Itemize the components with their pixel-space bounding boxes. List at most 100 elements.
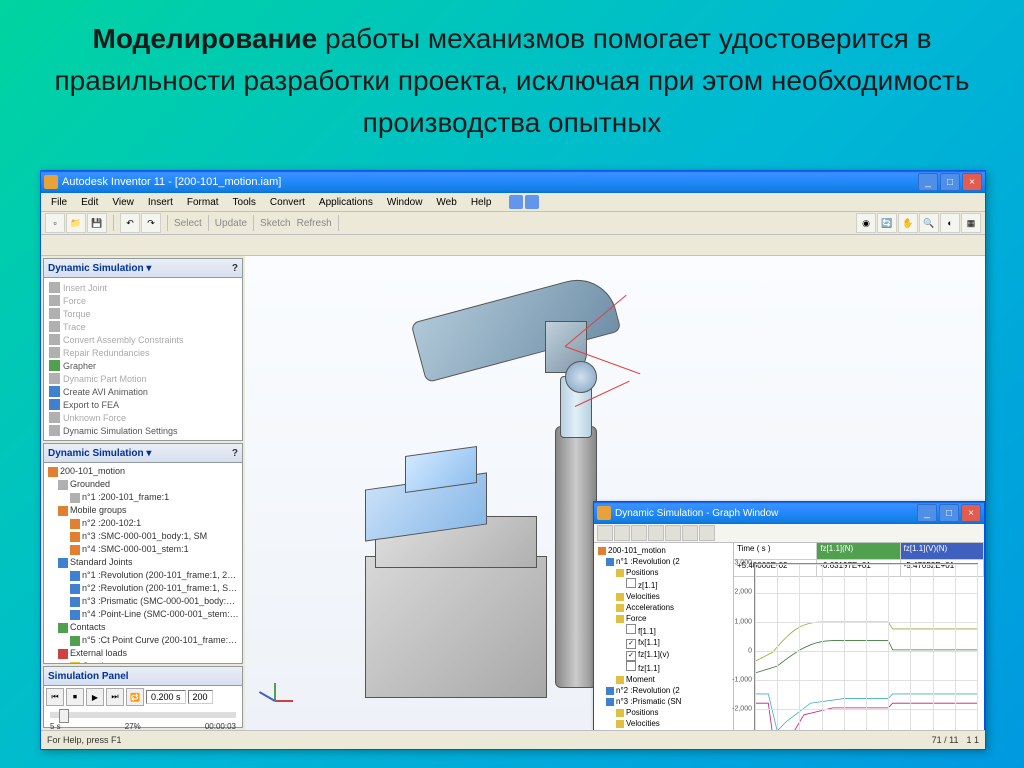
select-label: Select bbox=[174, 218, 202, 229]
status-right: 1 1 bbox=[966, 735, 979, 745]
web-icon[interactable] bbox=[525, 195, 539, 209]
zoom-btn[interactable]: 🔍 bbox=[919, 213, 939, 233]
close-button[interactable]: × bbox=[962, 173, 982, 191]
menu-window[interactable]: Window bbox=[381, 196, 429, 209]
pan-btn[interactable]: ✋ bbox=[898, 213, 918, 233]
sim-end-button[interactable]: ⏭ bbox=[106, 688, 124, 706]
new-button[interactable]: ▫ bbox=[45, 213, 65, 233]
tree-node[interactable]: n°2 :Revolution (200-101_frame:1, SMC-0 bbox=[46, 582, 240, 595]
graph-tree-node[interactable]: fz[1.1] bbox=[596, 661, 731, 674]
open-button[interactable]: 📁 bbox=[66, 213, 86, 233]
gt-btn[interactable] bbox=[614, 525, 630, 541]
gt-btn[interactable] bbox=[631, 525, 647, 541]
menu-file[interactable]: File bbox=[45, 196, 73, 209]
tree-node[interactable]: n°4 :SMC-000-001_stem:1 bbox=[46, 543, 240, 556]
graph-icon bbox=[597, 506, 611, 520]
dynsim-item: Force bbox=[47, 294, 239, 307]
graph-tree-node[interactable]: n°3 :Prismatic (SN bbox=[596, 696, 731, 707]
tree-node[interactable]: 200-101_motion bbox=[46, 465, 240, 478]
graph-tree-node[interactable]: n°1 :Revolution (2 bbox=[596, 556, 731, 567]
graph-tree-node[interactable]: Moment bbox=[596, 674, 731, 685]
menu-web[interactable]: Web bbox=[430, 196, 462, 209]
tree-node[interactable]: Contacts bbox=[46, 621, 240, 634]
undo-button[interactable]: ↶ bbox=[120, 213, 140, 233]
dynsim-item[interactable]: Grapher bbox=[47, 359, 239, 372]
tree-node[interactable]: Grounded bbox=[46, 478, 240, 491]
menu-tools[interactable]: Tools bbox=[227, 196, 262, 209]
dynsim-item: Repair Redundancies bbox=[47, 346, 239, 359]
tree-node[interactable]: n°5 :Ct Point Curve (200-101_frame:1, 2 bbox=[46, 634, 240, 647]
redo-button[interactable]: ↷ bbox=[141, 213, 161, 233]
sim-steps-field[interactable]: 200 bbox=[188, 690, 213, 704]
tree-node[interactable]: Mobile groups bbox=[46, 504, 240, 517]
graph-tree-node[interactable]: Accelerations bbox=[596, 602, 731, 613]
gt-btn[interactable] bbox=[699, 525, 715, 541]
graph-tree-node[interactable]: Force bbox=[596, 613, 731, 624]
tree-node[interactable]: n°2 :200-102:1 bbox=[46, 517, 240, 530]
dynsim-item[interactable]: Dynamic Simulation Settings bbox=[47, 424, 239, 437]
dynsim-item[interactable]: Export to FEA bbox=[47, 398, 239, 411]
gt-btn[interactable] bbox=[597, 525, 613, 541]
graph-tree-node[interactable]: Accelerations bbox=[596, 729, 731, 730]
menu-insert[interactable]: Insert bbox=[142, 196, 179, 209]
help-icon[interactable] bbox=[509, 195, 523, 209]
tree-node[interactable]: Standard Joints bbox=[46, 556, 240, 569]
save-button[interactable]: 💾 bbox=[87, 213, 107, 233]
graph-tree-node[interactable]: Positions bbox=[596, 567, 731, 578]
graph-tree-node[interactable]: n°2 :Revolution (2 bbox=[596, 685, 731, 696]
graph-max-button[interactable]: □ bbox=[939, 504, 959, 522]
menu-applications[interactable]: Applications bbox=[313, 196, 379, 209]
shade2-btn[interactable]: ▦ bbox=[961, 213, 981, 233]
tree-node[interactable]: External loads bbox=[46, 647, 240, 660]
sim-panel-header[interactable]: Simulation Panel bbox=[44, 667, 242, 686]
shade-btn[interactable]: ◐ bbox=[940, 213, 960, 233]
menu-convert[interactable]: Convert bbox=[264, 196, 311, 209]
graph-tree-node[interactable]: z[1.1] bbox=[596, 578, 731, 591]
graph-tree-node[interactable]: ✓fx[1.1] bbox=[596, 637, 731, 649]
dynsim-item[interactable]: Create AVI Animation bbox=[47, 385, 239, 398]
tree-node[interactable]: n°3 :Prismatic (SMC-000-001_body:1, SM bbox=[46, 595, 240, 608]
dynsim-item: Convert Assembly Constraints bbox=[47, 333, 239, 346]
gt-btn[interactable] bbox=[665, 525, 681, 541]
sim-loop-button[interactable]: 🔁 bbox=[126, 688, 144, 706]
graph-titlebar[interactable]: Dynamic Simulation - Graph Window _ □ × bbox=[594, 502, 984, 524]
view-btn[interactable]: ◉ bbox=[856, 213, 876, 233]
graph-close-button[interactable]: × bbox=[961, 504, 981, 522]
dynsim-item: Torque bbox=[47, 307, 239, 320]
menu-edit[interactable]: Edit bbox=[75, 196, 104, 209]
tree-panel-header[interactable]: Dynamic Simulation ▾? bbox=[44, 444, 242, 463]
tree-node[interactable]: Gravity bbox=[46, 660, 240, 664]
3d-viewport[interactable]: Dynamic Simulation - Graph Window _ □ × … bbox=[245, 256, 985, 730]
menu-format[interactable]: Format bbox=[181, 196, 225, 209]
graph-tree-node[interactable]: ✓fz[1.1](v) bbox=[596, 649, 731, 661]
graph-min-button[interactable]: _ bbox=[917, 504, 937, 522]
tree-node[interactable]: n°4 :Point-Line (SMC-000-001_stem:1, 20 bbox=[46, 608, 240, 621]
graph-tree-node[interactable]: Positions bbox=[596, 707, 731, 718]
sim-rewind-button[interactable]: ⏮ bbox=[46, 688, 64, 706]
orbit-btn[interactable]: 🔄 bbox=[877, 213, 897, 233]
status-text: For Help, press F1 bbox=[47, 735, 122, 745]
slide-title: Моделирование работы механизмов помогает… bbox=[0, 0, 1024, 154]
menu-help[interactable]: Help bbox=[465, 196, 498, 209]
dynsim-panel-header[interactable]: Dynamic Simulation ▾? bbox=[44, 259, 242, 278]
tree-node[interactable]: n°1 :200-101_frame:1 bbox=[46, 491, 240, 504]
graph-tree-node[interactable]: 200-101_motion bbox=[596, 545, 731, 556]
gt-btn[interactable] bbox=[682, 525, 698, 541]
tree-node[interactable]: n°3 :SMC-000-001_body:1, SM bbox=[46, 530, 240, 543]
col-time: Time ( s ) bbox=[734, 543, 817, 559]
graph-tree-node[interactable]: Velocities bbox=[596, 591, 731, 602]
menu-view[interactable]: View bbox=[106, 196, 140, 209]
minimize-button[interactable]: _ bbox=[918, 173, 938, 191]
graph-tree-node[interactable]: f[1.1] bbox=[596, 624, 731, 637]
sim-time-field[interactable]: 0.200 s bbox=[146, 690, 186, 704]
sim-play-button[interactable]: ▶ bbox=[86, 688, 104, 706]
graph-tree-node[interactable]: Velocities bbox=[596, 718, 731, 729]
sim-slider[interactable] bbox=[50, 712, 236, 718]
maximize-button[interactable]: □ bbox=[940, 173, 960, 191]
tree-node[interactable]: n°1 :Revolution (200-101_frame:1, 200-1 bbox=[46, 569, 240, 582]
gt-btn[interactable] bbox=[648, 525, 664, 541]
graph-tree[interactable]: 200-101_motionn°1 :Revolution (2Position… bbox=[594, 543, 734, 730]
dynsim-item: Trace bbox=[47, 320, 239, 333]
sim-stop-button[interactable]: ⏹ bbox=[66, 688, 84, 706]
main-titlebar[interactable]: Autodesk Inventor 11 - [200-101_motion.i… bbox=[41, 171, 985, 193]
